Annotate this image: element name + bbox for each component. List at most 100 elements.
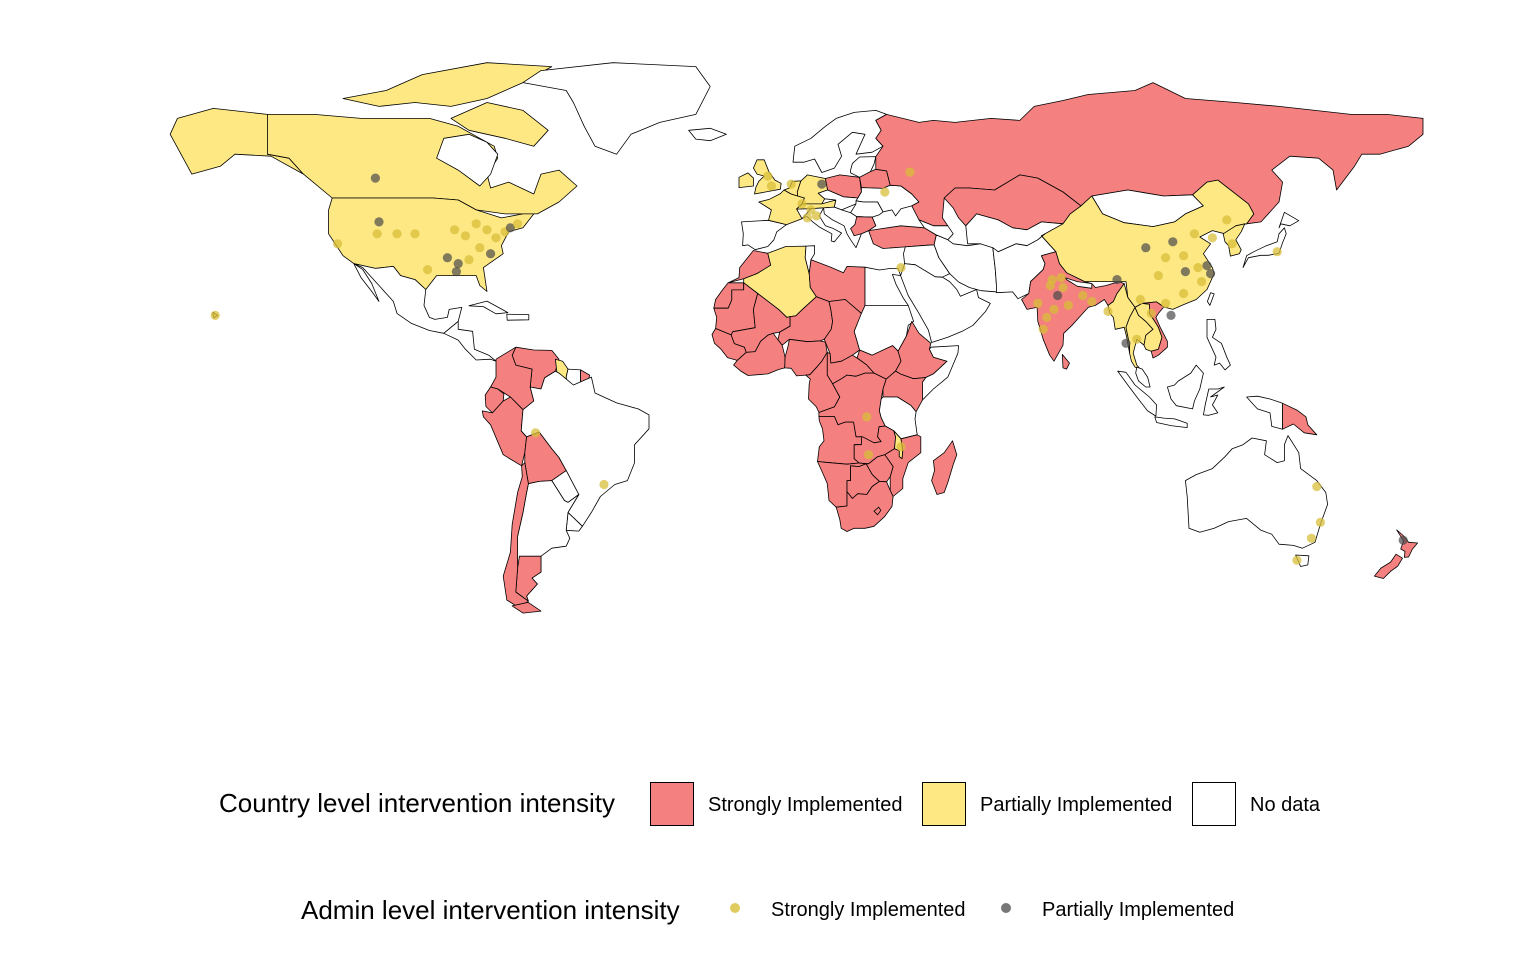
admin-point-strong [797, 199, 807, 209]
country-iraq-syria [903, 244, 950, 278]
admin-point-partial [505, 223, 515, 233]
admin-point-strong [1045, 280, 1055, 291]
country-malaysia [1135, 366, 1151, 388]
admin-point-strong [802, 213, 813, 223]
world-map [169, 62, 1424, 614]
admin-point-strong [1056, 273, 1066, 283]
admin-points-layer [210, 167, 1408, 565]
admin-legend-dot-strong [730, 903, 740, 913]
admin-point-strong [333, 239, 343, 249]
admin-point-strong [1033, 298, 1043, 308]
admin-point-strong [1292, 555, 1302, 565]
country-cuba [468, 300, 509, 315]
country-new-guinea-west [1246, 395, 1283, 430]
admin-point-strong [1179, 288, 1189, 299]
admin-point-strong [482, 225, 492, 235]
country-greenland [522, 62, 711, 155]
admin-point-partial [486, 249, 496, 259]
admin-point-partial [1168, 237, 1178, 247]
country-sumatra [1117, 370, 1157, 417]
country-papua-new-guinea [1282, 402, 1318, 436]
country-ireland [738, 172, 754, 188]
admin-legend-label-strong: Strongly Implemented [771, 899, 966, 921]
admin-point-strong [1312, 481, 1322, 492]
admin-legend-title: Admin level intervention intensity [301, 895, 680, 925]
admin-point-strong [1146, 308, 1156, 318]
country-west-africa-coast [733, 332, 786, 376]
admin-point-strong [471, 219, 481, 229]
admin-point-partial [1112, 275, 1122, 285]
admin-point-partial [1121, 338, 1131, 348]
admin-point-strong [1049, 304, 1059, 314]
country-central-america [443, 321, 497, 362]
admin-point-strong [460, 231, 470, 241]
country-legend-swatch-no-data [1192, 782, 1236, 826]
country-madagascar [931, 440, 958, 495]
country-tierra-del-fuego [511, 601, 542, 614]
admin-point-strong [1207, 233, 1217, 243]
admin-point-partial [1166, 310, 1176, 320]
country-caucasus [918, 219, 954, 241]
admin-point-strong [1222, 215, 1232, 225]
country-russia [875, 82, 1424, 227]
admin-point-strong [1153, 271, 1163, 281]
admin-point-strong [1193, 263, 1203, 273]
admin-point-strong [372, 229, 382, 239]
admin-point-partial [817, 179, 827, 189]
country-spain-portugal [741, 219, 787, 251]
admin-point-strong [210, 310, 220, 320]
admin-point-strong [1103, 306, 1113, 316]
admin-point-strong [1063, 300, 1073, 310]
admin-point-strong [766, 181, 777, 191]
country-canada-arctic-islands [342, 62, 553, 107]
admin-point-strong [763, 171, 773, 181]
admin-point-strong [423, 265, 433, 275]
admin-point-strong [599, 479, 609, 490]
country-legend-swatch-strong [650, 782, 694, 826]
country-hudson-bay [436, 133, 499, 187]
country-mozambique [884, 434, 922, 497]
country-iceland [688, 127, 727, 142]
admin-point-strong [1197, 277, 1207, 287]
admin-point-strong [1132, 334, 1142, 344]
admin-point-strong [513, 219, 523, 229]
country-nepal-bangladesh [1064, 277, 1093, 289]
admin-point-strong [1189, 229, 1199, 239]
country-chile [502, 462, 529, 609]
country-sri-lanka [1061, 354, 1070, 370]
admin-point-partial [1398, 535, 1408, 545]
admin-point-partial [370, 173, 380, 183]
admin-point-partial [453, 259, 463, 269]
admin-point-partial [1053, 290, 1063, 301]
admin-point-strong [531, 428, 541, 438]
country-australia [1185, 435, 1328, 549]
country-new-zealand-south [1374, 553, 1403, 579]
country-south-africa [835, 481, 894, 532]
admin-point-strong [392, 229, 402, 239]
country-mauritania [713, 282, 759, 336]
admin-point-strong [1161, 253, 1171, 263]
country-baja [353, 263, 380, 302]
country-legend-swatch-partial [922, 782, 966, 826]
country-mexico [353, 263, 463, 334]
world-map-svg [169, 62, 1424, 614]
admin-point-strong [1058, 282, 1068, 293]
country-java [1154, 416, 1188, 428]
admin-point-strong [864, 450, 874, 460]
country-taiwan [1207, 292, 1215, 306]
admin-point-strong [410, 229, 420, 239]
admin-point-strong [1042, 312, 1052, 322]
admin-point-strong [464, 255, 474, 265]
admin-point-strong [1179, 251, 1189, 261]
country-hokkaido [1278, 211, 1300, 229]
admin-point-strong [896, 263, 906, 273]
country-legend-label-partial: Partially Implemented [980, 794, 1173, 816]
admin-point-partial [1202, 261, 1212, 271]
admin-point-strong [811, 211, 822, 221]
country-legend: Country level intervention intensity Str… [0, 780, 1536, 830]
admin-point-partial [1206, 269, 1216, 279]
admin-point-strong [1306, 533, 1316, 543]
admin-point-strong [1078, 290, 1088, 301]
country-greece-bulgaria [850, 216, 877, 237]
admin-legend: Admin level intervention intensity Stron… [0, 885, 1536, 935]
